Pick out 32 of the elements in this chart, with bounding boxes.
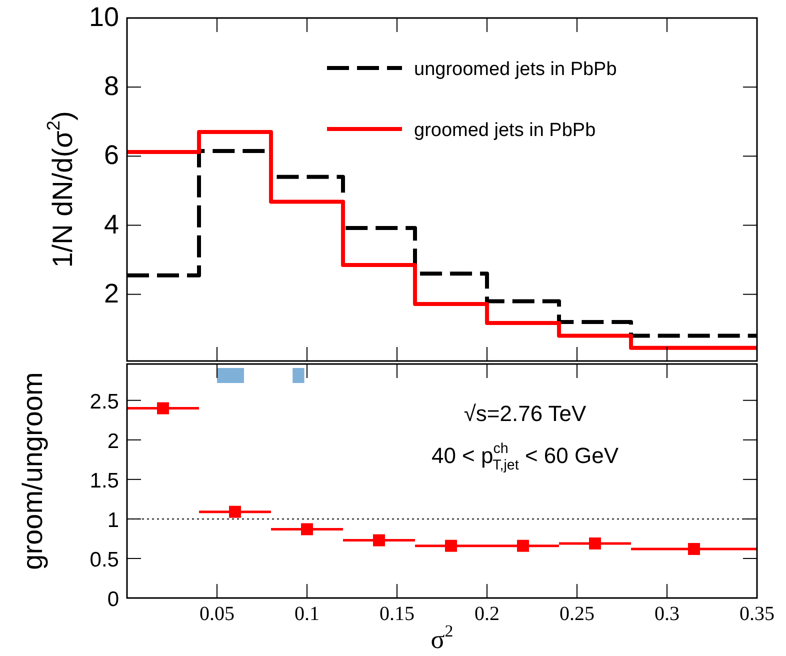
y-tick-label: 1 [107,508,119,532]
annotation: 40 < p$^{ch}$$_{T,jet}$ < 60 GeV [431,441,619,474]
x-tick-label: 0.25 [560,603,594,625]
y-axis-title: groom/ungroom [17,372,48,570]
legend-label: groomed jets in PbPb [414,120,596,141]
y-tick-label: 8 [104,71,119,102]
y-tick-label: 4 [104,209,119,240]
x-tick-label: 0.05 [200,603,234,625]
x-tick-label: 0.3 [654,603,680,625]
x-tick-label: 0.35 [740,603,774,625]
point [517,540,529,552]
y-tick-label: 0.5 [90,548,119,572]
y-tick-label: 6 [104,140,119,170]
y-tick-label: 1.5 [90,469,119,492]
point [688,542,700,555]
y-tick-label: 0 [107,588,119,611]
annotation: √s=2.76 TeV [464,401,587,426]
point [445,540,457,552]
point [301,523,313,536]
point [229,506,241,518]
x-tick-label: 0.2 [474,603,500,625]
legend-label: ungroomed jets in PbPb [414,59,617,80]
y-tick-label: 2 [107,430,119,453]
x-tick-label: 0.1 [294,603,320,625]
y-tick-label: 10 [88,2,119,32]
y-tick-label: 2.5 [90,390,119,414]
y-tick-label: 2 [104,278,119,308]
point [373,534,385,546]
point [157,402,169,414]
x-tick-label: 0.15 [380,603,414,625]
x-axis-title: σ$^{2}$ [430,621,454,654]
point [589,537,601,550]
